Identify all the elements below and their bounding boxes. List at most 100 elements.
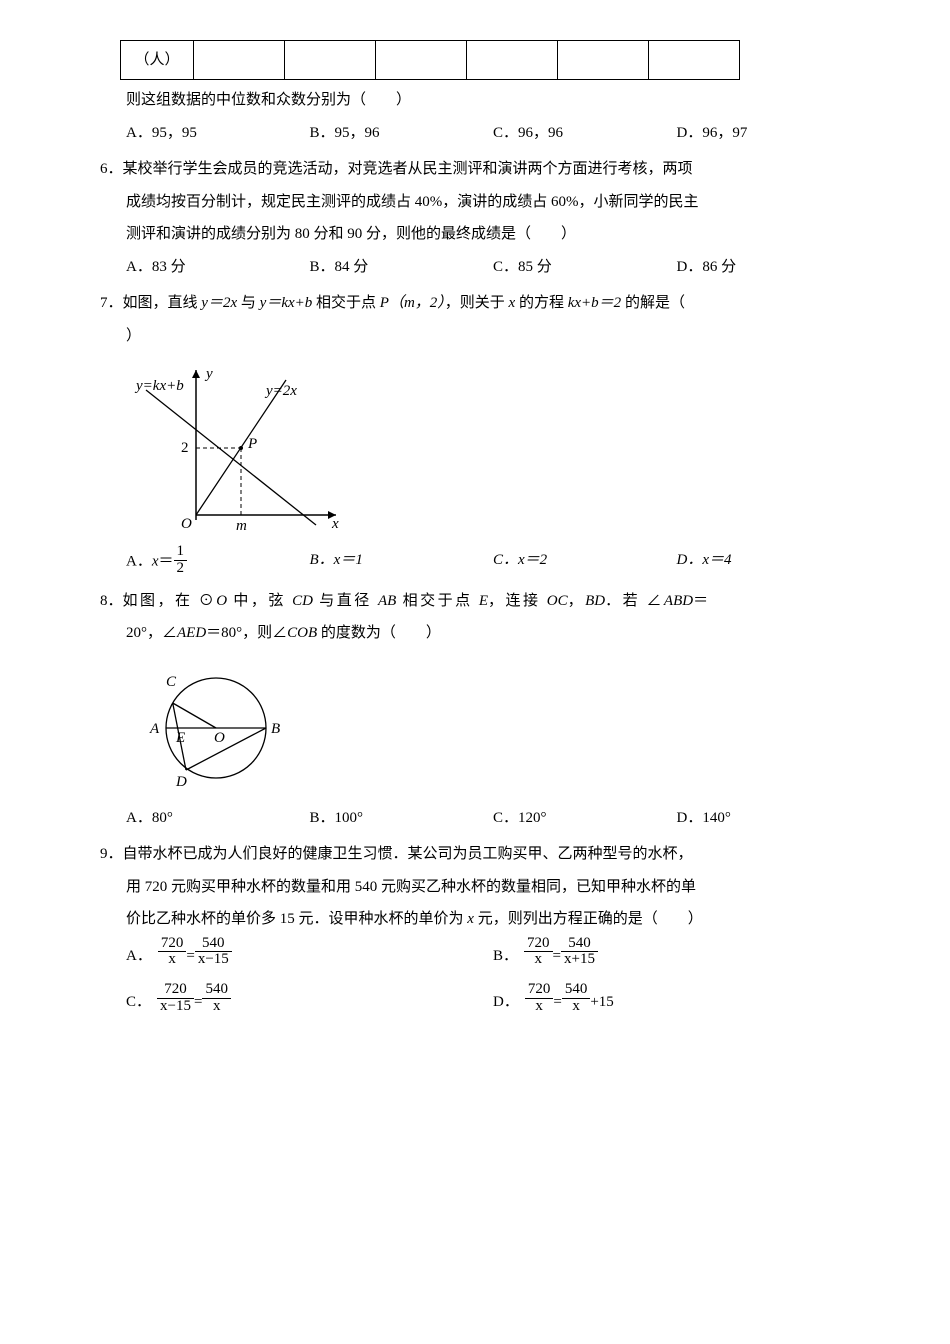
- t: ＝2x: [208, 295, 237, 311]
- t: E: [479, 593, 488, 609]
- t: 20°，∠: [126, 625, 177, 641]
- v: x: [152, 554, 159, 570]
- cell: [194, 41, 285, 80]
- option-a: A．83 分: [126, 253, 310, 282]
- option-b: B．x＝1: [310, 546, 494, 579]
- q6-stem-line1: 某校举行学生会成员的竞选活动，对竞选者从民主测评和演讲两个方面进行考核，两项: [123, 161, 693, 177]
- d: x: [562, 999, 591, 1015]
- option-a: A．x＝12: [126, 546, 310, 579]
- frequency-table: （人）: [120, 40, 740, 80]
- option-a: A． 720x = 540x−15: [126, 938, 493, 971]
- l: C．: [126, 988, 151, 1017]
- d: x+15: [561, 952, 598, 968]
- cell: [376, 41, 467, 80]
- option-b: B． 720x = 540x+15: [493, 938, 860, 971]
- question-9: 9．自带水杯已成为人们良好的健康卫生习惯．某公司为员工购买甲、乙两种型号的水杯，: [100, 840, 860, 869]
- eq: =: [553, 988, 561, 1017]
- t: OC: [547, 593, 568, 609]
- lbl: O: [214, 730, 225, 746]
- cell: [649, 41, 740, 80]
- n: 540: [561, 936, 598, 953]
- den: 2: [174, 561, 188, 577]
- q8-number: 8．: [100, 593, 123, 609]
- lbl: y: [204, 366, 213, 382]
- n: 720: [158, 936, 187, 953]
- t: P（m，2）: [380, 295, 445, 311]
- lbl: x: [331, 516, 339, 530]
- cell: [467, 41, 558, 80]
- l: D．: [493, 988, 519, 1017]
- num: 1: [174, 544, 188, 561]
- option-a: A．80°: [126, 804, 310, 833]
- option-d: D．96，97: [677, 119, 861, 148]
- lbl: D: [175, 774, 187, 788]
- t: 元，则列出方程正确的是（ ）: [474, 911, 703, 927]
- n: 720: [524, 936, 553, 953]
- lbl: m: [236, 518, 247, 530]
- t: y: [201, 295, 208, 311]
- t: 的方程: [515, 295, 568, 311]
- t: ，则关于: [445, 295, 509, 311]
- t: ＝: [693, 593, 711, 609]
- cell: [285, 41, 376, 80]
- q6-options: A．83 分 B．84 分 C．85 分 D．86 分: [126, 253, 860, 282]
- d: x−15: [195, 952, 232, 968]
- q6-number: 6．: [100, 161, 123, 177]
- row-label: （人）: [121, 41, 194, 80]
- option-c: C． 720x−15 = 540x: [126, 984, 493, 1017]
- t: 如图，在 ⊙: [123, 593, 217, 609]
- fraction: 540x: [202, 982, 231, 1015]
- lbl: y=2x: [264, 383, 297, 399]
- t: COB: [287, 625, 317, 641]
- option-b: B．95，96: [310, 119, 494, 148]
- option-c: C．x＝2: [493, 546, 677, 579]
- option-d: D．140°: [677, 804, 861, 833]
- option-a: A．95，95: [126, 119, 310, 148]
- q7-close: ）: [126, 322, 860, 351]
- cell: [558, 41, 649, 80]
- line-graph-icon: y=kx+b y=2x y x O m 2 P: [126, 360, 356, 530]
- lbl: 2: [181, 440, 189, 456]
- d: x: [525, 999, 554, 1015]
- q8-figure: C A B D E O: [126, 658, 860, 788]
- eq: =: [553, 942, 561, 971]
- t: 与: [237, 295, 260, 311]
- fraction: 720x: [524, 936, 553, 969]
- lbl: A: [149, 721, 160, 737]
- n: 540: [562, 982, 591, 999]
- t: 中，弦: [227, 593, 292, 609]
- eq: =: [194, 988, 202, 1017]
- t: x: [467, 911, 474, 927]
- t: kx+b＝2: [568, 295, 621, 311]
- d: x: [158, 952, 187, 968]
- option-c: C．85 分: [493, 253, 677, 282]
- q5-stem: 则这组数据的中位数和众数分别为（ ）: [126, 86, 860, 115]
- lbl: E: [175, 730, 185, 746]
- t: 相交于点: [312, 295, 380, 311]
- circle-diagram-icon: C A B D E O: [126, 658, 296, 788]
- t: ，连接: [488, 593, 547, 609]
- n: 540: [195, 936, 232, 953]
- q9-number: 9．: [100, 846, 123, 862]
- fraction: 720x: [158, 936, 187, 969]
- q7-figure: y=kx+b y=2x y x O m 2 P: [126, 360, 860, 530]
- q9-options-row2: C． 720x−15 = 540x D． 720x = 540x +15: [126, 984, 860, 1017]
- t: ABD: [664, 593, 693, 609]
- t: ．若 ∠: [605, 593, 664, 609]
- option-b: B．84 分: [310, 253, 494, 282]
- t: 与直径: [313, 593, 378, 609]
- eq: =: [186, 942, 194, 971]
- q7-options: A．x＝12 B．x＝1 C．x＝2 D．x＝4: [126, 546, 860, 579]
- t: 的解是（: [621, 295, 685, 311]
- t: 相交于点: [396, 593, 479, 609]
- eq: ＝: [159, 554, 174, 570]
- q5-options: A．95，95 B．95，96 C．96，96 D．96，97: [126, 119, 860, 148]
- lbl: O: [181, 516, 192, 530]
- n: 720: [157, 982, 194, 999]
- l: A．: [126, 554, 152, 570]
- t: CD: [292, 593, 313, 609]
- d: x−15: [157, 999, 194, 1015]
- t: 如图，直线: [123, 295, 202, 311]
- table-row: （人）: [121, 41, 740, 80]
- option-d: D． 720x = 540x +15: [493, 984, 860, 1017]
